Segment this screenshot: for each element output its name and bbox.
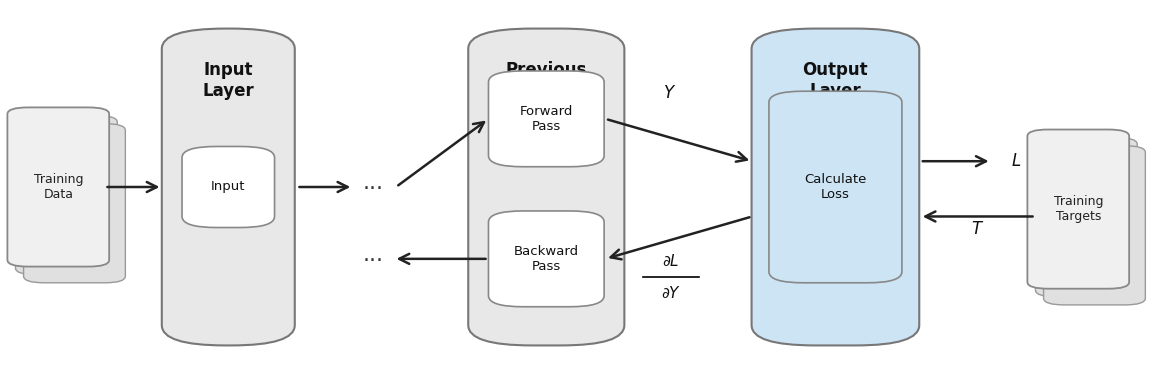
Text: $Y$: $Y$ (664, 84, 676, 102)
Text: Forward
Pass: Forward Pass (519, 105, 573, 133)
Text: Previous
Layer: Previous Layer (505, 61, 587, 99)
FancyBboxPatch shape (15, 116, 117, 275)
Text: $\partial Y$: $\partial Y$ (661, 285, 681, 301)
Text: Training
Targets: Training Targets (1054, 195, 1103, 223)
Text: $L$: $L$ (1011, 152, 1021, 170)
Text: Calculate
Loss: Calculate Loss (804, 173, 867, 201)
Text: ...: ... (363, 173, 383, 193)
FancyBboxPatch shape (1035, 138, 1138, 297)
Text: Backward
Pass: Backward Pass (514, 245, 579, 273)
FancyBboxPatch shape (488, 71, 604, 167)
FancyBboxPatch shape (7, 107, 109, 267)
Text: $T$: $T$ (971, 220, 984, 238)
FancyBboxPatch shape (468, 28, 624, 346)
FancyBboxPatch shape (23, 124, 125, 283)
FancyBboxPatch shape (752, 28, 919, 346)
FancyBboxPatch shape (162, 28, 295, 346)
Text: ...: ... (363, 245, 383, 265)
FancyBboxPatch shape (1027, 129, 1129, 289)
Text: Output
Layer: Output Layer (803, 61, 868, 99)
Text: Input
Layer: Input Layer (202, 61, 254, 99)
FancyBboxPatch shape (488, 211, 604, 307)
Text: $\partial L$: $\partial L$ (662, 253, 680, 269)
FancyBboxPatch shape (769, 91, 902, 283)
Text: Training
Data: Training Data (34, 173, 83, 201)
Text: Input: Input (211, 181, 245, 193)
FancyBboxPatch shape (182, 147, 274, 227)
FancyBboxPatch shape (1043, 146, 1146, 305)
